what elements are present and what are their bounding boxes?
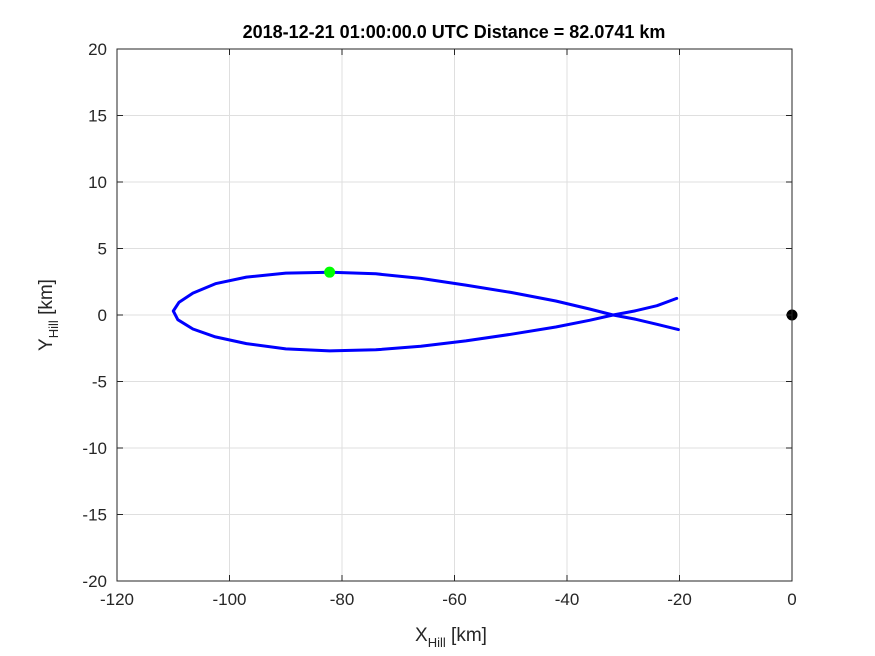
x-axis-label-unit: [km]: [446, 625, 487, 646]
y-axis-label-sub: Hill: [46, 320, 61, 338]
x-tick-label: -100: [212, 590, 246, 609]
y-tick-label: -20: [82, 572, 107, 591]
x-tick-label: -120: [100, 590, 134, 609]
y-tick-label: 15: [88, 107, 107, 126]
y-tick-label: -15: [82, 506, 107, 525]
x-tick-label: -40: [555, 590, 580, 609]
x-axis-label-sub: Hill: [428, 635, 446, 650]
tick-layer: -120 -100 -80 -60 -40 -20 0 -20 -15 -10 -5 0 5 10 15 20: [82, 40, 796, 609]
chart-title: 2018-12-21 01:00:00.0 UTC Distance = 82.…: [243, 22, 666, 42]
x-tick-label: -80: [330, 590, 355, 609]
x-tick-label: -60: [442, 590, 467, 609]
y-axis-label: YHill [km]: [36, 279, 61, 351]
y-tick-label: -5: [92, 373, 107, 392]
y-axis-label-unit: [km]: [36, 279, 57, 320]
y-tick-label: 0: [98, 306, 107, 325]
x-axis-label-main: X: [415, 625, 428, 646]
y-tick-label: -10: [82, 439, 107, 458]
x-axis-label: XHill [km]: [415, 625, 487, 650]
position-marker: [324, 266, 336, 278]
trajectory-series-line: [171, 270, 680, 353]
y-tick-label: 10: [88, 173, 107, 192]
y-tick-label: 20: [88, 40, 107, 59]
y-axis-label-main: Y: [36, 338, 57, 351]
y-tick-label: 5: [98, 240, 107, 259]
grid: [117, 49, 792, 581]
x-tick-label: -20: [667, 590, 692, 609]
x-tick-label: 0: [787, 590, 796, 609]
